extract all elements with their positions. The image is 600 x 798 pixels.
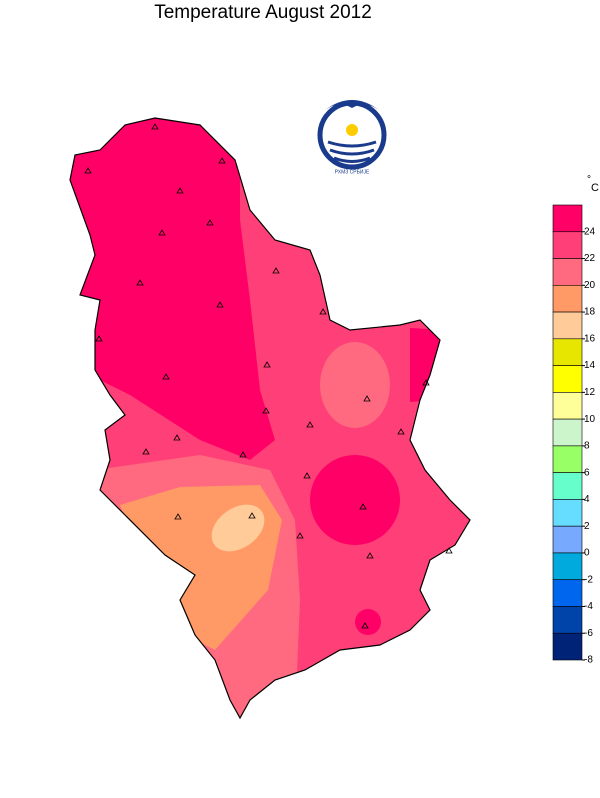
station <box>176 187 184 194</box>
station <box>174 513 182 520</box>
station <box>445 547 453 554</box>
station <box>95 335 103 342</box>
colorbar-swatch <box>552 525 583 554</box>
map-title: Temperature August 2012 <box>154 2 372 23</box>
colorbar-label: 14 <box>584 360 596 371</box>
colorbar-label: 8 <box>584 441 590 452</box>
colorbar-swatch <box>552 552 583 581</box>
station <box>272 267 280 274</box>
station <box>173 434 181 441</box>
station <box>359 503 367 510</box>
colorbar-label: -6 <box>584 628 593 639</box>
temperature-map <box>70 118 470 718</box>
station <box>136 279 144 286</box>
colorbar-swatch <box>552 231 583 259</box>
unit: C <box>591 182 599 194</box>
colorbar-label: -8 <box>584 655 593 666</box>
colorbar-swatch <box>552 579 583 607</box>
station <box>239 451 247 458</box>
colorbar-swatch <box>552 499 583 527</box>
colorbar-label: 2 <box>584 521 590 532</box>
colorbar-swatch <box>552 258 583 286</box>
station <box>206 219 214 226</box>
colorbar-label: -4 <box>584 601 593 612</box>
colorbar-swatch <box>552 284 583 313</box>
station <box>361 622 369 629</box>
station <box>262 407 270 414</box>
station <box>366 552 374 559</box>
colorbar-swatch <box>552 365 583 393</box>
colorbar-label: 0 <box>584 548 590 559</box>
colorbar-swatch <box>552 311 583 340</box>
station <box>422 379 430 386</box>
colorbar-swatch <box>552 338 583 366</box>
station <box>306 421 314 428</box>
colorbar-swatch <box>552 418 583 447</box>
colorbar-swatch <box>552 392 583 420</box>
colorbar-label: 12 <box>584 387 596 398</box>
unit-symbol: ° <box>587 175 591 186</box>
station <box>218 157 226 164</box>
logo: РХМЗ СРБИЈЕ <box>317 100 387 175</box>
colorbar-swatch <box>552 606 583 634</box>
zone <box>355 609 381 635</box>
colorbar-label: 18 <box>584 307 596 318</box>
colorbar-swatch <box>552 204 583 233</box>
station <box>397 428 405 435</box>
colorbar-label: 20 <box>584 280 596 291</box>
colorbar-label: 16 <box>584 333 596 344</box>
colorbar-label: 10 <box>584 414 596 425</box>
station <box>363 395 371 402</box>
station <box>84 167 92 174</box>
colorbar-label: 6 <box>584 467 590 478</box>
station <box>263 361 271 368</box>
zone <box>320 342 390 428</box>
station <box>162 373 170 380</box>
zone <box>310 455 400 545</box>
station <box>142 448 150 455</box>
station <box>158 229 166 236</box>
colorbar-label: 22 <box>584 253 596 264</box>
colorbar-label: 4 <box>584 494 590 505</box>
station <box>151 123 159 130</box>
logo-text: РХМЗ СРБИЈЕ <box>335 169 370 175</box>
colorbar-label: -2 <box>584 574 593 585</box>
station <box>296 532 304 539</box>
zone <box>70 118 275 460</box>
colorbar-swatch <box>552 445 583 473</box>
zone <box>211 504 265 552</box>
colorbar-swatch <box>552 632 583 661</box>
colorbar-swatch <box>552 472 583 500</box>
colorbar-label: 24 <box>584 226 596 237</box>
station <box>303 472 311 479</box>
stations <box>84 123 453 629</box>
station <box>248 512 256 519</box>
station <box>216 301 224 308</box>
station <box>319 308 327 315</box>
